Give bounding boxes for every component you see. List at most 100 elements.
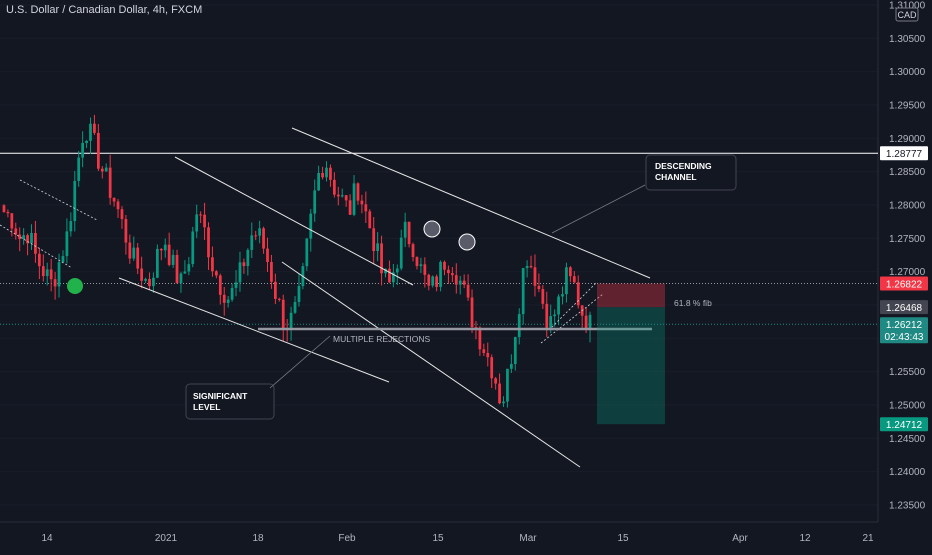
candle-body bbox=[388, 268, 391, 283]
candle-body bbox=[112, 197, 116, 202]
candle-body bbox=[34, 233, 37, 254]
candle-body bbox=[498, 383, 501, 404]
candle-body bbox=[262, 228, 265, 249]
candle-body bbox=[344, 195, 348, 201]
candle-body bbox=[545, 303, 549, 328]
candle-body bbox=[336, 194, 340, 197]
candle-body bbox=[293, 301, 297, 313]
candle-body bbox=[187, 264, 191, 272]
price-label-last bbox=[880, 317, 928, 344]
y-tick-label: 1.28500 bbox=[889, 167, 926, 178]
callout-pointer bbox=[269, 335, 331, 389]
candle-body bbox=[30, 233, 33, 244]
candle-body bbox=[533, 267, 537, 286]
candle-body bbox=[128, 242, 132, 259]
candle-body bbox=[529, 265, 533, 268]
candle-body bbox=[132, 247, 136, 259]
candle-body bbox=[167, 244, 171, 265]
trend-line bbox=[118, 277, 390, 383]
descending-channel-label: CHANNEL bbox=[655, 172, 697, 182]
marker-green bbox=[67, 278, 83, 294]
candle-body bbox=[332, 179, 336, 195]
price-label-value: 1.26468 bbox=[886, 303, 923, 314]
candle-body bbox=[391, 272, 395, 283]
candle-body bbox=[309, 213, 313, 239]
candle-body bbox=[502, 401, 505, 404]
candle-body bbox=[588, 314, 592, 330]
candle-body bbox=[45, 269, 49, 277]
candle-body bbox=[226, 299, 230, 303]
currency-badge bbox=[895, 7, 919, 22]
stop-zone bbox=[597, 283, 665, 308]
candle-body bbox=[509, 363, 513, 369]
candle-body bbox=[273, 281, 277, 299]
candle-body bbox=[447, 269, 450, 274]
multiple-rejections-label: MULTIPLE REJECTIONS bbox=[333, 334, 430, 344]
candle-body bbox=[234, 282, 238, 288]
candle-body bbox=[281, 299, 285, 330]
candle-body bbox=[486, 352, 490, 358]
candle-body bbox=[470, 297, 474, 328]
candle-body bbox=[270, 261, 273, 282]
candle-body bbox=[541, 289, 545, 304]
candle-body bbox=[179, 273, 183, 284]
y-tick-label: 1.30500 bbox=[889, 34, 926, 45]
candle-body bbox=[352, 183, 356, 215]
candle-body bbox=[454, 275, 458, 285]
trend-line bbox=[548, 281, 598, 331]
candle-body bbox=[584, 315, 588, 330]
candle-body bbox=[313, 190, 317, 214]
trend-line bbox=[174, 156, 414, 286]
candle-body bbox=[427, 274, 431, 286]
price-label-sub: 02:43:43 bbox=[885, 332, 924, 343]
candle-body bbox=[69, 221, 73, 232]
candle-body bbox=[211, 257, 214, 272]
x-tick-label: Mar bbox=[519, 533, 537, 544]
candle-body bbox=[89, 123, 92, 141]
y-tick-label: 1.27000 bbox=[889, 267, 926, 278]
candle-body bbox=[572, 276, 576, 283]
candle-body bbox=[380, 243, 383, 274]
candle-body bbox=[458, 280, 462, 285]
candle-body bbox=[466, 284, 470, 298]
price-label-value: 1.26212 bbox=[886, 320, 923, 331]
candle-body bbox=[41, 266, 45, 277]
candle-body bbox=[22, 235, 26, 240]
candle-body bbox=[506, 368, 509, 402]
x-tick-label: 14 bbox=[41, 533, 53, 544]
candle-body bbox=[395, 268, 399, 273]
candle-body bbox=[222, 294, 226, 303]
price-label-value: 1.24712 bbox=[886, 420, 923, 431]
candle-body bbox=[116, 201, 120, 210]
candle-body bbox=[108, 167, 112, 198]
y-tick-label: 1.27500 bbox=[889, 234, 926, 245]
candle-body bbox=[246, 249, 250, 267]
candle-body bbox=[423, 264, 427, 275]
y-tick-label: 1.30000 bbox=[889, 67, 926, 78]
candle-body bbox=[462, 280, 466, 285]
candle-body bbox=[340, 195, 344, 197]
candle-body bbox=[148, 278, 151, 287]
price-label-entry bbox=[880, 300, 928, 315]
candle-body bbox=[152, 277, 155, 287]
trend-line bbox=[540, 293, 604, 344]
candle-body bbox=[183, 271, 187, 274]
price-label-target bbox=[880, 417, 928, 432]
candle-body bbox=[537, 285, 541, 290]
candle-body bbox=[77, 157, 81, 181]
callout-box bbox=[185, 383, 275, 420]
candle-body bbox=[561, 294, 564, 297]
candle-body bbox=[360, 200, 364, 205]
candle-body bbox=[565, 267, 568, 295]
y-tick-label: 1.25000 bbox=[889, 401, 926, 412]
fib-label: 61.8 % fib bbox=[674, 298, 712, 308]
candle-body bbox=[557, 296, 560, 315]
y-tick-label: 1.24000 bbox=[889, 467, 926, 478]
candle-body bbox=[104, 167, 108, 172]
candle-body bbox=[155, 248, 159, 278]
candle-body bbox=[297, 285, 301, 302]
y-tick-label: 1.31000 bbox=[889, 1, 926, 12]
candle-body bbox=[195, 214, 199, 232]
candle-body bbox=[254, 235, 258, 237]
